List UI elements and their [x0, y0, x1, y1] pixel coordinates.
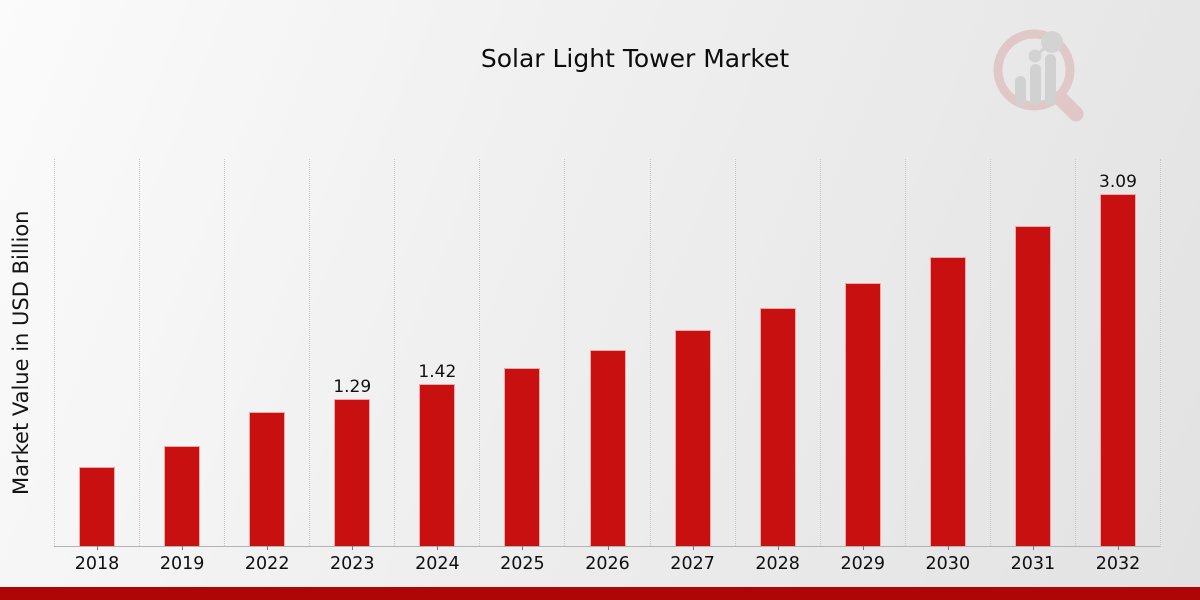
bar-2022 [249, 411, 286, 546]
x-axis-label-2030: 2030 [925, 554, 971, 574]
x-axis-label-2029: 2029 [840, 554, 886, 574]
category-slot-2029: 2029 [819, 159, 905, 574]
bar-2027 [674, 329, 711, 546]
x-axis-tick [352, 546, 354, 550]
footer-red-strip [0, 587, 1200, 600]
category-slot-2030: 2030 [904, 159, 990, 574]
x-axis-tick [97, 546, 99, 550]
bar-2029 [844, 283, 881, 546]
x-axis-tick [522, 546, 524, 550]
bar-2031 [1014, 226, 1051, 546]
x-axis-tick [692, 546, 694, 550]
category-slot-2028: 2028 [734, 159, 820, 574]
bar-value-label-2032: 3.09 [1099, 172, 1137, 193]
x-axis-label-2023: 2023 [329, 554, 375, 574]
category-slot-2025: 2025 [479, 159, 564, 574]
x-axis-label-2026: 2026 [585, 554, 630, 574]
x-axis-label-2022: 2022 [244, 554, 290, 574]
x-axis-label-2027: 2027 [670, 554, 715, 574]
bar-2026 [589, 350, 626, 546]
x-axis-tick [947, 546, 949, 550]
category-slot-2026: 2026 [564, 159, 649, 574]
chart-title: Solar Light Tower Market [480, 44, 790, 73]
bar-2023: 1.29 [333, 377, 371, 546]
category-slot-2023: 1.29 2023 [309, 159, 394, 574]
x-axis-tick [437, 546, 439, 550]
x-axis-tick [1117, 546, 1119, 550]
bar-2024: 1.42 [418, 362, 456, 546]
magnifier-bar-chart-watermark-icon [993, 29, 1084, 122]
category-slot-2019: 2019 [139, 159, 224, 574]
x-axis-label-2031: 2031 [1010, 554, 1056, 574]
bar-2018 [79, 467, 116, 546]
x-axis-tick [182, 546, 184, 550]
category-slot-2027: 2027 [649, 159, 735, 574]
category-slot-2024: 1.42 2024 [394, 159, 479, 574]
bar-2019 [164, 445, 201, 546]
bar-value-label-2024: 1.42 [418, 362, 457, 383]
x-axis-label-2032: 2032 [1095, 554, 1141, 574]
bar-2025 [504, 368, 541, 546]
category-slot-2032: 3.09 2032 [1074, 159, 1160, 574]
bar-2032: 3.09 [1099, 172, 1137, 546]
bar-value-label-2023: 1.29 [333, 377, 372, 398]
plot-area: 2018 2019 2022 1.29 2023 1.42 2024 2025 2026 2027… [54, 159, 1161, 574]
x-axis-label-2024: 2024 [415, 554, 460, 574]
category-slot-2018: 2018 [54, 159, 139, 574]
x-axis-tick [777, 546, 779, 550]
bar-2028 [759, 308, 796, 546]
category-slot-2031: 2031 [989, 159, 1075, 574]
x-axis-tick [267, 546, 269, 550]
x-axis-label-2025: 2025 [500, 554, 545, 574]
x-axis-tick [862, 546, 864, 550]
bar-2030 [929, 256, 966, 546]
y-axis-label: Market Value in USD Billion [9, 210, 33, 496]
x-axis-label-2028: 2028 [755, 554, 800, 574]
category-slot-2022: 2022 [224, 159, 309, 574]
x-axis-label-2019: 2019 [159, 554, 205, 574]
x-axis-label-2018: 2018 [74, 554, 120, 574]
x-axis-tick [1032, 546, 1034, 550]
x-axis-tick [607, 546, 609, 550]
